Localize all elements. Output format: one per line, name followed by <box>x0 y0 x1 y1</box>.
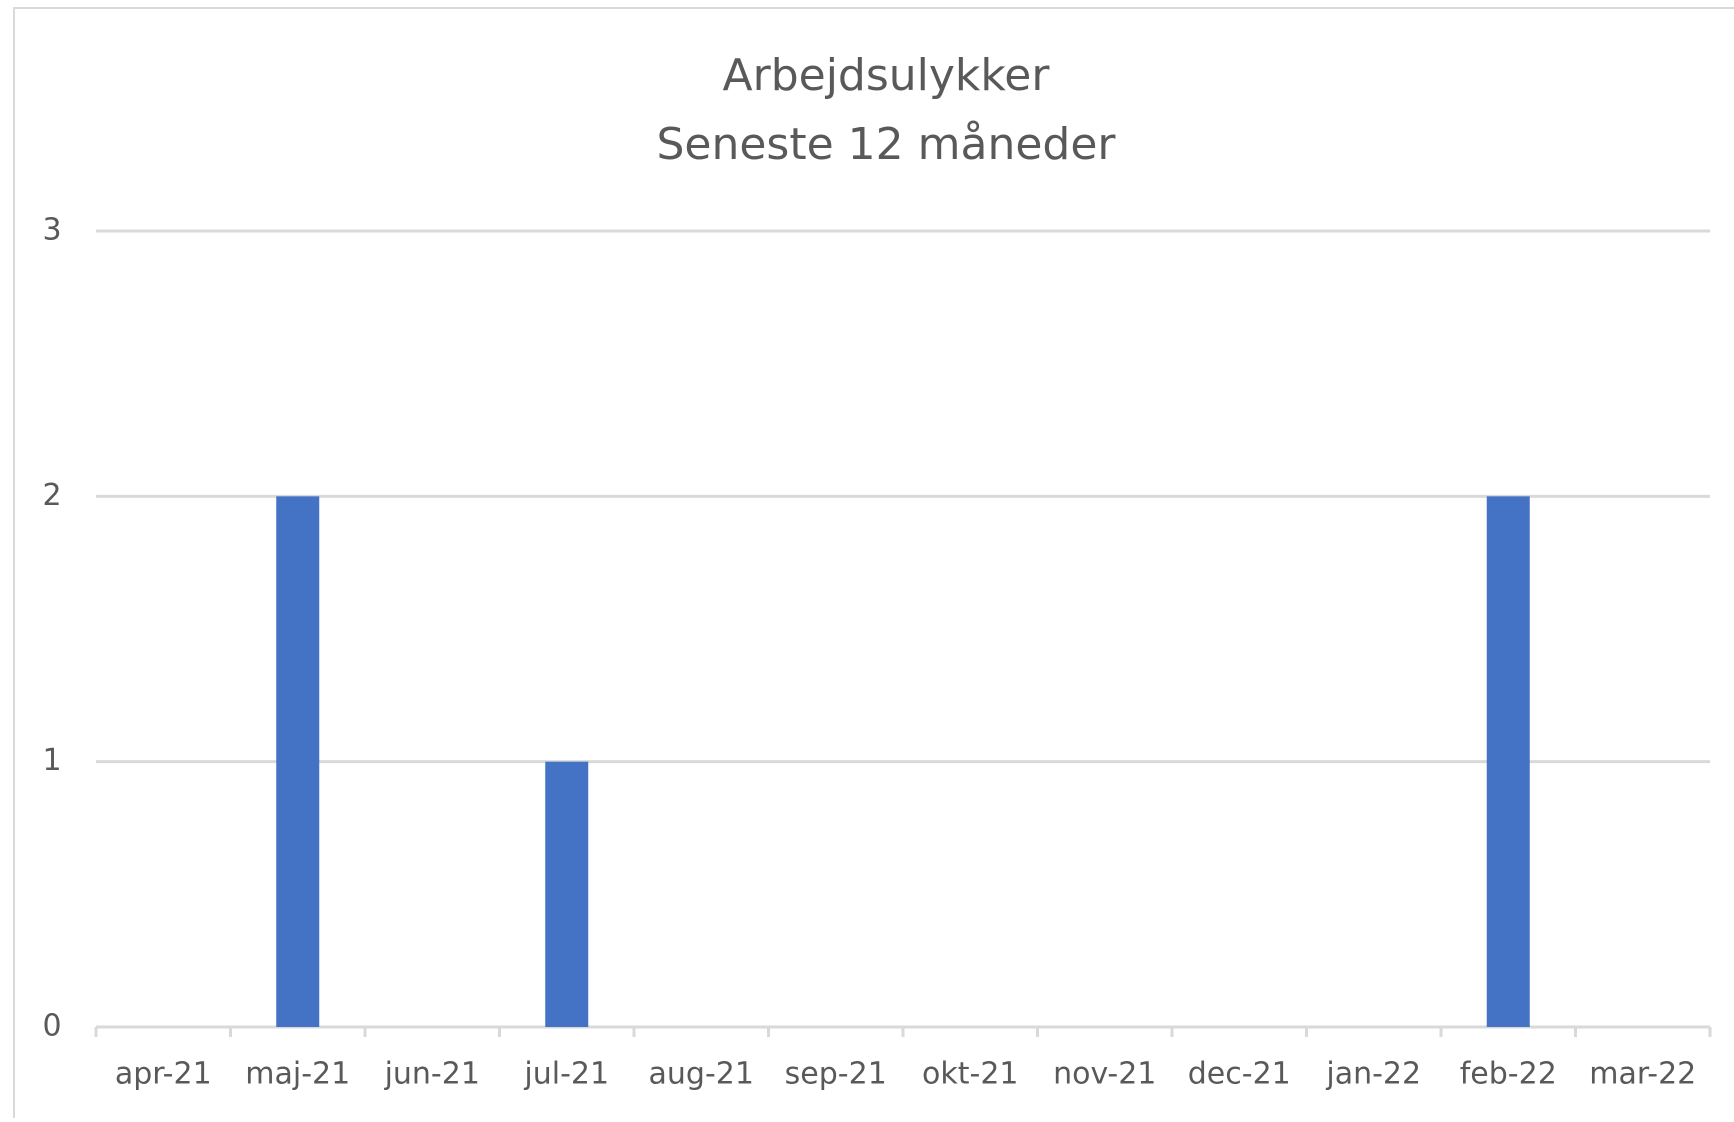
chart-border <box>13 7 1734 1122</box>
y-tick-label: 3 <box>42 213 61 248</box>
x-tick-label: apr-21 <box>115 1057 212 1092</box>
chart-subtitle: Seneste 12 måneder <box>656 119 1116 170</box>
y-tick-label: 1 <box>42 743 61 778</box>
x-tick-label: jun-21 <box>384 1057 480 1092</box>
x-tick-label: sep-21 <box>785 1057 887 1092</box>
chart-title: Arbejdsulykker <box>723 50 1051 101</box>
bar <box>545 761 589 1027</box>
x-tick-label: dec-21 <box>1188 1057 1291 1092</box>
bar <box>1486 496 1530 1027</box>
x-tick-label: jan-22 <box>1325 1057 1421 1092</box>
x-tick-label: nov-21 <box>1053 1057 1156 1092</box>
y-tick-label: 2 <box>42 478 61 513</box>
x-tick-label: maj-21 <box>245 1057 350 1092</box>
x-tick-label: okt-21 <box>922 1057 1019 1092</box>
bar <box>276 496 320 1027</box>
x-tick-label: feb-22 <box>1460 1057 1557 1092</box>
x-tick-label: jul-21 <box>523 1057 609 1092</box>
x-tick-label: aug-21 <box>649 1057 754 1092</box>
x-tick-label: mar-22 <box>1589 1057 1696 1092</box>
y-tick-label: 0 <box>42 1009 61 1044</box>
